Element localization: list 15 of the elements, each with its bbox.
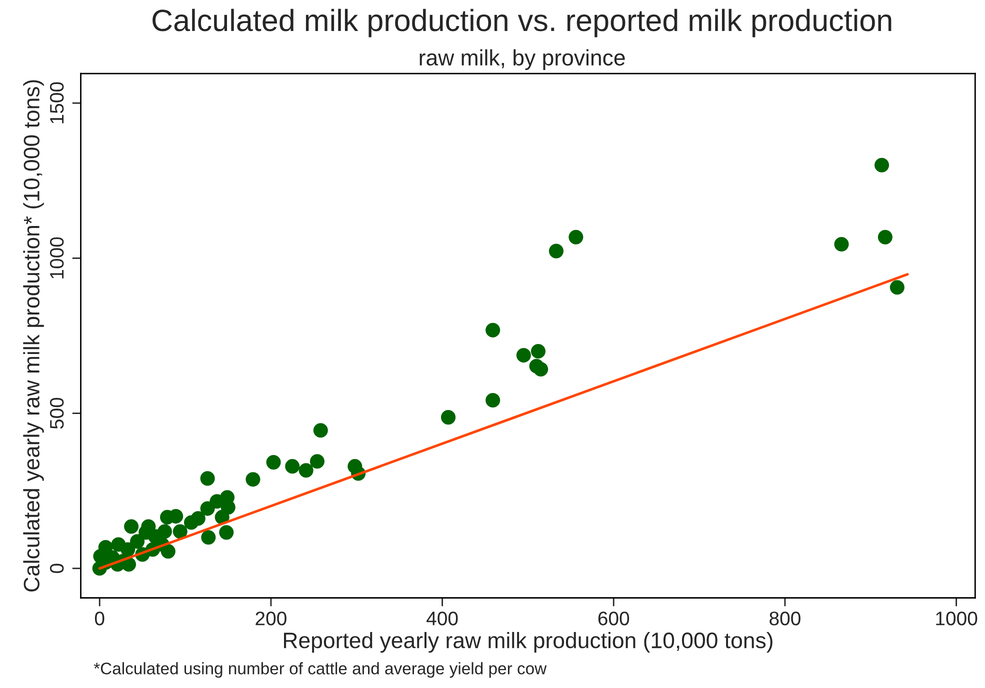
- text: *Calculated using number of cattle and average yield per cow: [94, 662, 547, 678]
- y-tick-label: 500: [50, 398, 64, 429]
- x-tick-label: 200: [256, 612, 286, 626]
- y-tick-label: 0: [50, 564, 64, 574]
- x-tick-label: 0: [94, 612, 104, 626]
- y-axis-title: Calculated yearly raw milk production* (10,000 tons): [23, 80, 44, 592]
- x-tick-label: 400: [426, 612, 458, 626]
- x-tick-label: 800: [770, 612, 800, 626]
- x-axis-title: Reported yearly raw milk production (10,000 tons): [284, 632, 772, 653]
- chart-subtitle: raw milk, by province: [420, 49, 625, 70]
- x-tick-label: 600: [598, 612, 630, 626]
- x-tick-label: 1000: [936, 612, 978, 626]
- chart-title: Calculated milk production vs. reported milk production: [152, 8, 892, 38]
- y-tick-label: 1500: [50, 82, 64, 124]
- y-tick-label: 1000: [50, 237, 64, 278]
